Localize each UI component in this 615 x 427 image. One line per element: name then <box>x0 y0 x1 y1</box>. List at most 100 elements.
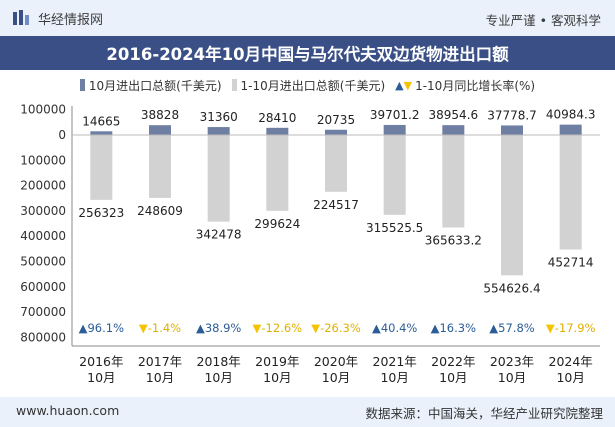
y-tick-label: 0 <box>58 128 66 142</box>
yoy-label: ▲57.8% <box>489 321 534 335</box>
cumulative-value-label: 299624 <box>254 217 300 231</box>
monthly-bar <box>149 125 171 135</box>
monthly-bar <box>325 129 347 135</box>
y-tick-label: 200000 <box>20 179 66 193</box>
x-tick-label: 2017年 10月 <box>138 354 182 385</box>
x-tick-label: 2023年 10月 <box>490 354 534 385</box>
monthly-value-label: 40984.3 <box>546 108 596 122</box>
cumulative-bar <box>501 135 523 276</box>
monthly-value-label: 20735 <box>317 113 355 127</box>
legend-down-triangle-icon: ▼ <box>403 78 413 92</box>
yoy-value: 40.4% <box>381 321 418 335</box>
legend-label-monthly: 10月进出口总额(千美元) <box>88 78 222 93</box>
x-tick-label: 2024年 10月 <box>549 354 593 385</box>
down-triangle-icon: ▼ <box>546 321 555 335</box>
footer-source: 数据来源：中国海关，华经产业研究院整理 <box>365 406 603 421</box>
slogan: 专业严谨 • 客观科学 <box>485 13 601 28</box>
x-tick-label: 2018年 10月 <box>197 354 241 385</box>
y-tick-label: 100000 <box>20 103 66 117</box>
monthly-bar <box>207 127 230 135</box>
yoy-label: ▼-1.4% <box>139 321 181 335</box>
yoy-label: ▲40.4% <box>372 321 417 335</box>
up-triangle-icon: ▲ <box>431 321 440 335</box>
cumulative-bar <box>559 135 582 250</box>
monthly-value-label: 31360 <box>200 110 238 124</box>
yoy-label: ▼-17.9% <box>546 321 596 335</box>
title-bar: 2016-2024年10月中国与马尔代夫双边货物进出口额 <box>0 36 615 70</box>
cumulative-bar <box>325 135 347 192</box>
legend-item-yoy: ▲ ▼ 1-10月同比增长率(%) <box>395 77 535 94</box>
x-tick-label: 2016年 10月 <box>79 354 123 385</box>
yoy-label: ▼-12.6% <box>253 321 303 335</box>
up-triangle-icon: ▲ <box>372 321 381 335</box>
monthly-bar <box>442 125 465 135</box>
x-tick-label-line: 10月 <box>380 370 408 385</box>
footer-website[interactable]: www.huaon.com <box>16 403 120 418</box>
cumulative-value-label: 365633.2 <box>425 234 482 248</box>
monthly-bar <box>90 131 113 135</box>
x-tick-label-line: 2022年 <box>431 354 475 369</box>
cumulative-bar <box>207 135 230 222</box>
monthly-value-label: 37778.7 <box>487 108 537 122</box>
yoy-value: 16.3% <box>439 321 476 335</box>
y-tick-label: 500000 <box>20 255 66 269</box>
legend-item-cumulative: 1-10月进出口总额(千美元) <box>231 77 386 94</box>
monthly-value-label: 39701.2 <box>370 108 420 122</box>
chart-title: 2016-2024年10月中国与马尔代夫双边货物进出口额 <box>106 45 509 64</box>
brand-name: 华经情报网 <box>38 12 104 28</box>
y-tick-label: 700000 <box>20 305 66 319</box>
yoy-label: ▼-26.3% <box>311 321 361 335</box>
yoy-value: 38.9% <box>205 321 242 335</box>
y-tick-label: 100000 <box>20 153 66 167</box>
yoy-label: ▲96.1% <box>79 321 124 335</box>
x-tick-label-line: 2019年 <box>255 354 299 369</box>
x-tick-label-line: 10月 <box>146 370 174 385</box>
x-tick-label-line: 2018年 <box>197 354 241 369</box>
cumulative-value-label: 256323 <box>78 206 124 220</box>
down-triangle-icon: ▼ <box>311 321 320 335</box>
x-tick-label-line: 2024年 <box>549 354 593 369</box>
up-triangle-icon: ▲ <box>196 321 205 335</box>
up-triangle-icon: ▲ <box>489 321 498 335</box>
y-tick-label: 300000 <box>20 204 66 218</box>
cumulative-value-label: 224517 <box>313 198 359 212</box>
cumulative-value-label: 248609 <box>137 204 183 218</box>
x-tick-label-line: 2016年 <box>79 354 123 369</box>
yoy-value: 57.8% <box>498 321 535 335</box>
y-tick-label: 800000 <box>20 330 66 344</box>
x-tick-label-line: 2023年 <box>490 354 534 369</box>
yoy-value: -17.9% <box>555 321 596 335</box>
brand[interactable]: 华经情报网 <box>12 9 104 28</box>
cumulative-bar <box>90 135 113 200</box>
brand-logo-icon <box>13 10 29 25</box>
yoy-label: ▲16.3% <box>431 321 476 335</box>
monthly-bar <box>501 125 523 135</box>
monthly-value-label: 14665 <box>82 114 120 128</box>
x-tick-label-line: 10月 <box>204 370 232 385</box>
legend-swatch-cumulative <box>231 79 237 91</box>
y-tick-label: 400000 <box>20 229 66 243</box>
legend-label-cumulative: 1-10月进出口总额(千美元) <box>240 78 386 93</box>
up-triangle-icon: ▲ <box>79 321 88 335</box>
monthly-value-label: 38954.6 <box>429 108 479 122</box>
x-tick-label: 2021年 10月 <box>373 354 417 385</box>
monthly-bar <box>266 127 289 135</box>
monthly-bar <box>559 124 582 135</box>
x-tick-label-line: 10月 <box>322 370 350 385</box>
x-tick-label-line: 2021年 <box>373 354 417 369</box>
legend-label-yoy: 1-10月同比增长率(%) <box>415 78 536 93</box>
yoy-value: 96.1% <box>87 321 124 335</box>
x-tick-label: 2022年 10月 <box>431 354 475 385</box>
x-tick-label-line: 10月 <box>556 370 584 385</box>
cumulative-bar <box>149 135 171 198</box>
cumulative-value-label: 315525.5 <box>366 221 423 235</box>
cumulative-value-label: 554626.4 <box>483 281 540 295</box>
yoy-label: ▲38.9% <box>196 321 241 335</box>
chart-legend: 10月进出口总额(千美元) 1-10月进出口总额(千美元) ▲ ▼ 1-10月同… <box>0 76 615 94</box>
monthly-value-label: 28410 <box>258 111 296 125</box>
y-tick-label: 600000 <box>20 280 66 294</box>
monthly-bar <box>383 124 406 135</box>
x-tick-label-line: 2020年 <box>314 354 358 369</box>
cumulative-value-label: 452714 <box>548 256 594 270</box>
